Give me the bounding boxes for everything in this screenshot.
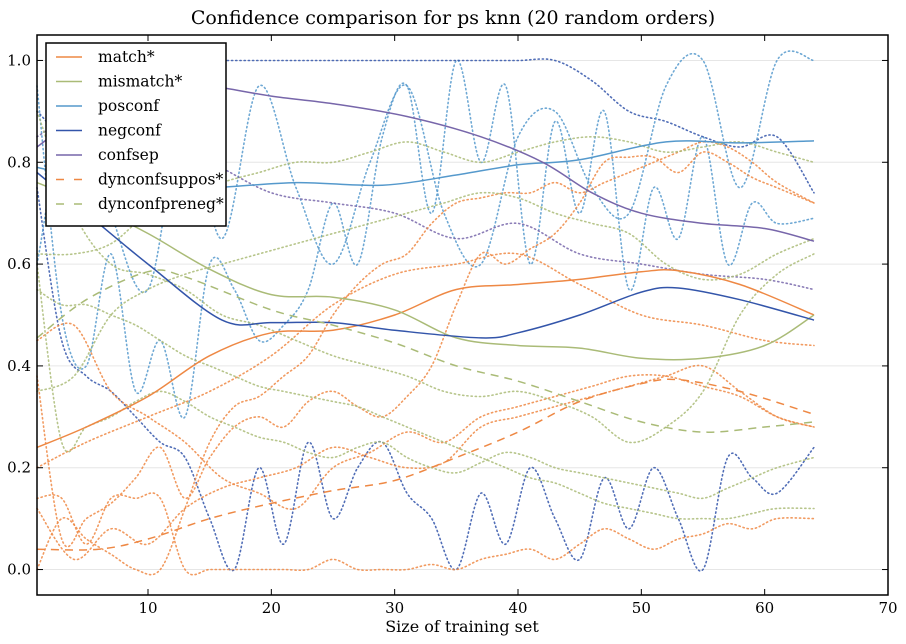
chart-title: Confidence comparison for ps knn (20 ran… [191, 7, 715, 29]
background-trace [36, 492, 815, 576]
y-tick-label: 1.0 [7, 51, 31, 69]
background-trace [36, 59, 815, 419]
x-tick-label: 50 [632, 599, 651, 617]
series-line-mismatch [36, 181, 815, 361]
legend-label: match* [98, 48, 155, 66]
x-tick-label: 30 [385, 599, 404, 617]
y-tick-label: 0.0 [7, 561, 31, 579]
background-trace [36, 140, 815, 576]
x-tick-label: 40 [508, 599, 527, 617]
legend-item: dynconfpreneg* [56, 195, 224, 213]
series-line-match [36, 268, 815, 449]
x-tick-label: 10 [138, 599, 157, 617]
legend-item: negconf [56, 122, 162, 140]
background-trace [36, 191, 815, 393]
legend-label: negconf [98, 122, 162, 140]
legend: match* mismatch* posconf negconf confsep dync… [45, 42, 227, 227]
background-trace [36, 50, 815, 294]
legend-item: posconf [56, 97, 160, 115]
legend-item: dynconfsuppos* [56, 171, 223, 189]
x-tick-label: 60 [755, 599, 774, 617]
background-trace [36, 288, 815, 520]
plot-frame [36, 34, 889, 596]
background-trace [36, 364, 815, 561]
background-trace [36, 186, 815, 572]
legend-label: dynconfsuppos* [98, 171, 223, 189]
background-trace [36, 151, 815, 548]
background-trace [36, 263, 815, 500]
x-tick-label: 70 [878, 599, 897, 617]
legend-label: posconf [98, 97, 160, 115]
legend-item: match* [56, 48, 155, 66]
y-axis: 0.0 0.2 0.4 0.6 0.8 1.0 [7, 51, 888, 579]
y-tick-label: 0.8 [7, 153, 31, 171]
legend-box [45, 42, 227, 227]
background-trace [36, 110, 815, 444]
legend-item: mismatch* [56, 73, 182, 91]
y-tick-label: 0.2 [7, 459, 31, 477]
x-axis-label: Size of training set [385, 617, 539, 636]
legend-label: dynconfpreneg* [98, 195, 224, 213]
y-tick-label: 0.6 [7, 255, 31, 273]
series-lines [36, 78, 815, 551]
series-line-dynconfsuppos [36, 378, 815, 551]
legend-label: confsep [98, 146, 159, 164]
y-tick-label: 0.4 [7, 357, 31, 375]
legend-item: confsep [56, 146, 159, 164]
x-tick-label: 20 [262, 599, 281, 617]
x-axis: 10 20 30 40 50 60 70 [138, 35, 898, 617]
background-trace [36, 252, 815, 469]
series-line-negconf [36, 171, 815, 339]
background-traces [36, 50, 815, 576]
legend-label: mismatch* [98, 73, 182, 91]
